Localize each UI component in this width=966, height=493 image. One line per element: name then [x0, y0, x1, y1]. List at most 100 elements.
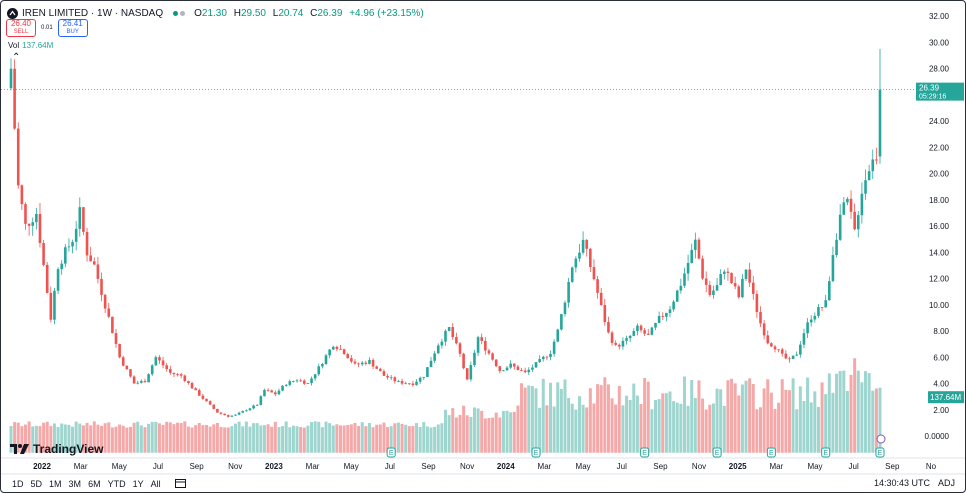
- candle-body: [433, 353, 436, 361]
- candle-body: [53, 290, 56, 320]
- candle-body: [176, 374, 179, 375]
- candle-body: [864, 180, 867, 194]
- volume-bar: [661, 393, 665, 453]
- candle-body: [404, 383, 407, 385]
- volume-bar: [92, 421, 96, 453]
- candle-body: [628, 335, 632, 339]
- candle-body: [654, 322, 657, 328]
- volume-legend: Vol 137.64M: [8, 41, 54, 50]
- tradingview-logo[interactable]: TradingView: [10, 442, 103, 456]
- earnings-marker: [386, 447, 396, 458]
- volume-bar: [534, 388, 538, 453]
- candle-body: [64, 247, 67, 264]
- candle-body: [331, 346, 335, 350]
- volume-bar: [342, 425, 346, 453]
- volume-bar: [480, 410, 484, 453]
- y-tick-label: 6.00: [933, 353, 949, 362]
- candle-body: [824, 300, 827, 308]
- candle-body: [114, 333, 118, 344]
- volume-bar: [755, 409, 759, 453]
- volume-bar: [281, 426, 285, 453]
- volume-bar: [346, 425, 350, 453]
- volume-bar: [244, 421, 248, 453]
- x-tick-label: Jul: [617, 462, 627, 471]
- volume-bar: [878, 387, 882, 453]
- candle-body: [82, 207, 85, 232]
- volume-bar: [393, 423, 397, 453]
- candle-body: [541, 356, 545, 360]
- volume-bar: [78, 423, 82, 453]
- candle-body: [375, 366, 379, 369]
- volume-bar: [874, 388, 878, 453]
- candle-body: [657, 316, 661, 323]
- candle-body: [455, 337, 458, 344]
- candle-body: [770, 343, 773, 347]
- candle-body: [353, 361, 357, 364]
- candle-body: [639, 325, 643, 331]
- buy-button[interactable]: 26.41 BUY: [57, 19, 88, 37]
- candle-body: [552, 341, 556, 354]
- adj-toggle[interactable]: ADJ: [937, 478, 955, 488]
- volume-bar: [425, 426, 429, 453]
- volume-bar: [549, 382, 553, 453]
- candle-body: [389, 377, 393, 379]
- volume-bar: [118, 424, 122, 453]
- range-6m[interactable]: 6M: [88, 478, 101, 489]
- range-all[interactable]: All: [150, 478, 161, 489]
- earnings-marker-label: E: [878, 450, 883, 457]
- sell-button[interactable]: 26.40 SELL: [6, 19, 36, 37]
- y-tick-label: 10.00: [929, 301, 950, 310]
- dividend-icon: [876, 434, 886, 444]
- range-ytd[interactable]: YTD: [107, 478, 126, 489]
- collapse-chevron-icon[interactable]: ⌃: [12, 52, 21, 63]
- volume-bar: [42, 422, 46, 453]
- volume-bar: [183, 421, 187, 453]
- candle-body: [484, 340, 487, 351]
- candle-body: [20, 185, 24, 205]
- range-1y[interactable]: 1Y: [132, 478, 144, 489]
- volume-bar: [306, 425, 310, 453]
- volume-bar: [288, 427, 292, 453]
- candle-body: [89, 255, 92, 262]
- volume-bar: [259, 425, 263, 453]
- earnings-marker: [766, 447, 776, 458]
- range-1d[interactable]: 1D: [12, 478, 24, 489]
- candle-body: [531, 367, 534, 370]
- candle-body: [418, 377, 422, 382]
- tradingview-logo-icon: [10, 444, 29, 454]
- y-tick-label: 18.00: [929, 196, 950, 205]
- volume-bar: [759, 407, 763, 453]
- symbol-title[interactable]: IREN LIMITED · 1W · NASDAQ: [22, 7, 164, 19]
- range-3m[interactable]: 3M: [68, 478, 82, 489]
- candle-body: [462, 353, 465, 369]
- range-1m[interactable]: 1M: [49, 478, 62, 489]
- candle-body: [444, 330, 447, 342]
- symbol-header[interactable]: IREN LIMITED · 1W · NASDAQ O21.30 H29.50…: [7, 6, 424, 20]
- y-tick-label: 12.00: [929, 275, 950, 284]
- spread-value: 0.01: [41, 25, 53, 31]
- candle-body: [799, 344, 802, 355]
- candle-body: [828, 281, 831, 301]
- volume-bar: [147, 423, 151, 453]
- candle-body: [158, 357, 161, 361]
- candle-body: [339, 349, 342, 350]
- volume-bar: [802, 400, 806, 453]
- candle-body: [480, 337, 484, 341]
- volume-bar: [266, 424, 270, 453]
- candle-body: [118, 343, 121, 358]
- volume-bar: [299, 427, 303, 453]
- y-tick-label: 4.00: [933, 380, 949, 389]
- x-tick-label: Nov: [692, 462, 706, 471]
- candle-body: [121, 357, 125, 366]
- range-5d[interactable]: 5D: [30, 478, 43, 489]
- candle-body: [302, 380, 306, 384]
- candle-body: [842, 202, 846, 215]
- volume-bar: [331, 425, 335, 453]
- volume-bar: [621, 405, 625, 453]
- volume-bar: [715, 388, 719, 453]
- utc-clock[interactable]: 14:30:43 UTC: [873, 478, 930, 488]
- calendar-range-icon[interactable]: [174, 479, 186, 488]
- open-value: 21.30: [201, 7, 227, 19]
- candle-body: [523, 370, 527, 373]
